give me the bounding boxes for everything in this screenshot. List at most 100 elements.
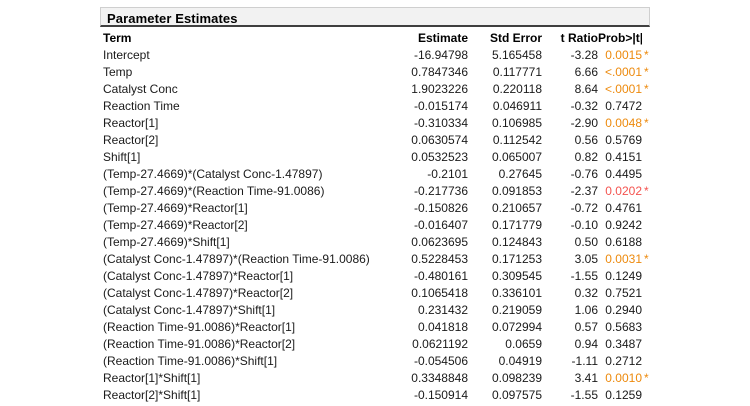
sig-marker xyxy=(642,166,650,183)
col-header-prob: Prob>|t| xyxy=(598,31,642,45)
col-header-estimate: Estimate xyxy=(417,31,468,45)
table-row: (Catalyst Conc-1.47897)*Shift[1] 0.231432… xyxy=(100,302,650,319)
t-ratio-cell: 6.66 xyxy=(574,65,598,79)
parameter-estimates-table: Term Estimate Std Error t Ratio Prob>|t|… xyxy=(100,30,650,404)
table-row: Reactor[1]*Shift[1] 0.3348848 0.098239 3.41… xyxy=(100,370,650,387)
estimate-cell: -0.217736 xyxy=(413,184,468,198)
term-cell: (Reaction Time-91.0086)*Reactor[2] xyxy=(103,337,296,351)
sig-marker xyxy=(642,149,650,166)
term-cell: (Catalyst Conc-1.47897)*Reactor[2] xyxy=(103,286,294,300)
std-error-cell: 0.117771 xyxy=(492,65,542,79)
std-error-cell: 0.171779 xyxy=(491,218,542,232)
term-cell: Intercept xyxy=(103,48,150,62)
term-cell: (Reaction Time-91.0086)*Shift[1] xyxy=(103,354,278,368)
t-ratio-cell: 0.94 xyxy=(574,337,598,351)
term-cell: Shift[1] xyxy=(103,150,141,164)
sig-marker xyxy=(642,200,650,217)
t-ratio-cell: -0.32 xyxy=(570,99,598,113)
estimate-cell: -0.016407 xyxy=(413,218,468,232)
t-ratio-cell: -0.10 xyxy=(570,218,598,232)
table-row: Reaction Time -0.015174 0.046911 -0.32 0.747… xyxy=(100,98,650,115)
table-body: Intercept -16.94798 5.165458 -3.28 0.0015 * Te… xyxy=(100,47,650,404)
table-row: Catalyst Conc 1.9023226 0.220118 8.64 <.0001… xyxy=(100,81,650,98)
t-ratio-cell: 8.64 xyxy=(574,82,598,96)
sig-marker: * xyxy=(644,82,649,96)
sig-marker: * xyxy=(644,65,649,79)
col-header-t-ratio: t Ratio xyxy=(560,31,598,45)
std-error-cell: 0.072994 xyxy=(491,320,542,334)
term-cell: (Catalyst Conc-1.47897)*Shift[1] xyxy=(103,303,276,317)
t-ratio-cell: 0.32 xyxy=(574,286,598,300)
sig-marker xyxy=(642,319,650,336)
panel-header-bar[interactable]: Parameter Estimates xyxy=(100,7,650,27)
estimate-cell: -0.480161 xyxy=(413,269,468,283)
prob-cell: 0.0202 xyxy=(605,184,642,198)
sig-marker xyxy=(642,336,650,353)
table-row: (Catalyst Conc-1.47897)*Reactor[1] -0.480… xyxy=(100,268,650,285)
prob-cell: 0.0015 xyxy=(605,48,642,62)
estimate-cell: 0.0623695 xyxy=(411,235,468,249)
estimate-cell: 0.0630574 xyxy=(411,133,468,147)
sig-marker: * xyxy=(644,252,649,266)
sig-marker xyxy=(642,234,650,251)
t-ratio-cell: -1.11 xyxy=(571,354,598,368)
prob-cell: <.0001 xyxy=(604,65,642,79)
prob-cell: 0.7472 xyxy=(605,99,642,113)
sig-marker xyxy=(642,217,650,234)
col-header-std-error: Std Error xyxy=(489,31,542,45)
t-ratio-cell: 0.50 xyxy=(574,235,598,249)
estimate-cell: -0.054506 xyxy=(413,354,468,368)
std-error-cell: 0.0659 xyxy=(505,337,542,351)
table-row: (Reaction Time-91.0086)*Reactor[1] 0.0418… xyxy=(100,319,650,336)
t-ratio-cell: -2.37 xyxy=(570,184,598,198)
table-row: (Temp-27.4669)*(Reaction Time-91.0086) -0… xyxy=(100,183,650,200)
estimate-cell: 1.9023226 xyxy=(411,82,468,96)
std-error-cell: 0.065007 xyxy=(491,150,542,164)
prob-cell: 0.0031 xyxy=(605,252,642,266)
estimate-cell: -0.310334 xyxy=(413,116,468,130)
prob-cell: 0.2712 xyxy=(605,354,642,368)
std-error-cell: 0.27645 xyxy=(498,167,542,181)
term-cell: Catalyst Conc xyxy=(103,82,178,96)
std-error-cell: 0.046911 xyxy=(492,99,542,113)
panel-title: Parameter Estimates xyxy=(107,11,238,26)
prob-cell: 0.5769 xyxy=(605,133,642,147)
estimate-cell: -0.2101 xyxy=(427,167,468,181)
prob-cell: 0.4761 xyxy=(605,201,642,215)
std-error-cell: 0.219059 xyxy=(491,303,542,317)
table-header-row: Term Estimate Std Error t Ratio Prob>|t| xyxy=(100,30,650,47)
t-ratio-cell: -0.76 xyxy=(570,167,598,181)
estimate-cell: 0.7847346 xyxy=(411,65,468,79)
estimate-cell: -0.015174 xyxy=(413,99,468,113)
std-error-cell: 0.097575 xyxy=(491,388,542,402)
estimate-cell: 0.5228453 xyxy=(411,252,468,266)
table-row: Reactor[2] 0.0630574 0.112542 0.56 0.5769 xyxy=(100,132,650,149)
std-error-cell: 0.336101 xyxy=(491,286,542,300)
prob-cell: 0.5683 xyxy=(605,320,642,334)
term-cell: (Catalyst Conc-1.47897)*Reactor[1] xyxy=(103,269,294,283)
term-cell: Reaction Time xyxy=(103,99,180,113)
table-row: Temp 0.7847346 0.117771 6.66 <.0001 * xyxy=(100,64,650,81)
prob-cell: 0.0048 xyxy=(605,116,642,130)
term-cell: Reactor[2]*Shift[1] xyxy=(103,388,201,402)
t-ratio-cell: -1.55 xyxy=(570,388,598,402)
sig-marker xyxy=(642,302,650,319)
t-ratio-cell: 3.05 xyxy=(574,252,598,266)
sig-marker: * xyxy=(644,371,649,385)
term-cell: Reactor[2] xyxy=(103,133,159,147)
sig-marker: * xyxy=(644,116,649,130)
sig-marker: * xyxy=(644,184,649,198)
table-row: Reactor[2]*Shift[1] -0.150914 0.097575 -1.5… xyxy=(100,387,650,404)
prob-cell: 0.9242 xyxy=(605,218,642,232)
parameter-estimates-panel: Parameter Estimates Term Estimate Std Er… xyxy=(100,7,650,404)
std-error-cell: 0.04919 xyxy=(498,354,542,368)
prob-cell: 0.1259 xyxy=(605,388,642,402)
table-row: (Catalyst Conc-1.47897)*(Reaction Time-9… xyxy=(100,251,650,268)
prob-cell: 0.6188 xyxy=(605,235,642,249)
table-row: (Reaction Time-91.0086)*Shift[1] -0.05450… xyxy=(100,353,650,370)
estimate-cell: 0.041818 xyxy=(417,320,468,334)
std-error-cell: 0.124843 xyxy=(491,235,542,249)
prob-cell: <.0001 xyxy=(604,82,642,96)
term-cell: (Temp-27.4669)*Reactor[2] xyxy=(103,218,248,232)
estimate-cell: -0.150914 xyxy=(413,388,468,402)
